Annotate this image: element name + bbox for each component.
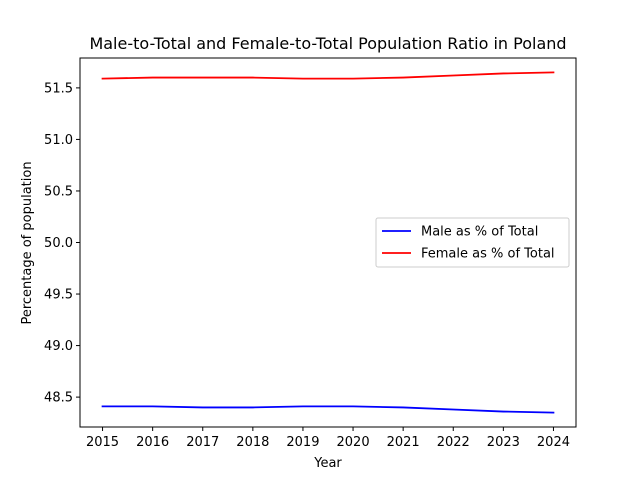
x-tick-label: 2015: [86, 435, 119, 450]
y-axis: 48.5 49.0 49.5 50.0 50.5 51.0 51.5: [44, 81, 80, 406]
legend-entry-label: Male as % of Total: [421, 225, 538, 240]
x-tick-label: 2018: [236, 435, 269, 450]
y-tick-label: 51.0: [44, 133, 73, 148]
y-tick-label: 49.0: [44, 339, 73, 354]
legend-entry-label: Female as % of Total: [421, 247, 555, 262]
legend: Male as % of Total Female as % of Total: [375, 217, 570, 268]
x-tick-label: 2016: [136, 435, 169, 450]
x-tick-label: 2019: [286, 435, 319, 450]
x-axis-label: Year: [313, 456, 342, 471]
series-line-female: [101, 71, 555, 80]
y-tick-label: 50.5: [44, 184, 73, 199]
x-tick-label: 2023: [487, 435, 520, 450]
series-line-male: [101, 405, 555, 414]
series-group: [101, 71, 555, 414]
y-tick-label: 51.5: [44, 81, 73, 96]
legend-box: [375, 217, 570, 268]
chart-title: Male-to-Total and Female-to-Total Popula…: [89, 34, 566, 53]
x-tick-label: 2022: [437, 435, 470, 450]
x-axis: 2015 2016 2017 2018 2019 2020 2021 2022 2023 2024: [86, 427, 570, 450]
x-tick-label: 2020: [337, 435, 370, 450]
y-tick-label: 48.5: [44, 391, 73, 406]
y-tick-label: 49.5: [44, 288, 73, 303]
x-tick-label: 2021: [387, 435, 420, 450]
x-tick-label: 2024: [537, 435, 570, 450]
y-tick-label: 50.0: [44, 236, 73, 251]
y-axis-label: Percentage of population: [20, 161, 35, 324]
x-tick-label: 2017: [186, 435, 219, 450]
